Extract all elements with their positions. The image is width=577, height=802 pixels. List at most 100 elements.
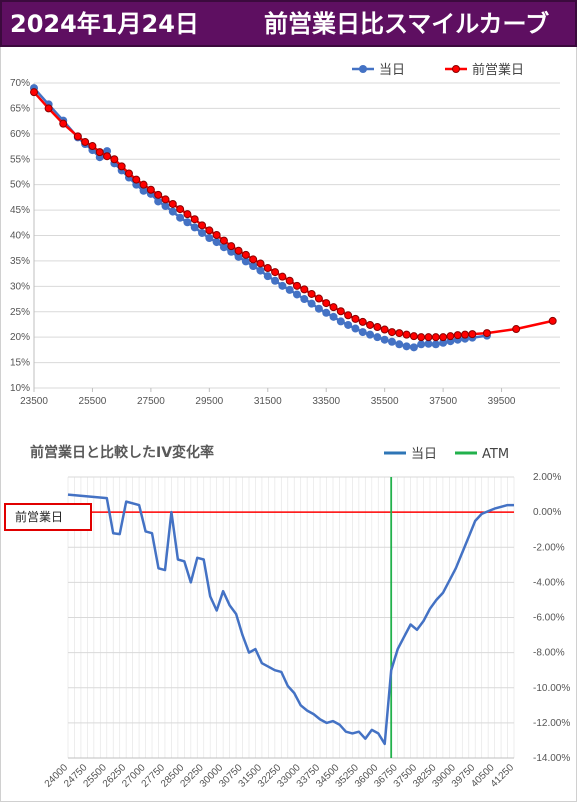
header-banner: 2024年1月24日 前営業日比スマイルカーブ [0, 0, 577, 47]
y-tick-label: 35% [10, 256, 30, 267]
series-point-previous [168, 199, 177, 208]
y-tick-label: 15% [10, 358, 30, 369]
legend-label: 当日 [411, 447, 437, 462]
x-tick-label: 41250 [489, 762, 517, 790]
y-tick-label: 10% [10, 383, 30, 394]
series-point-today [241, 257, 250, 266]
series-point-previous [468, 330, 477, 339]
y-tick-label: 65% [10, 103, 30, 114]
y-tick-label: 2.00% [533, 472, 561, 483]
series-point-previous [176, 205, 185, 214]
series-point-today [322, 308, 331, 317]
legend-label: 前営業日 [472, 62, 524, 78]
baseline-label-box: 前営業日 [4, 503, 92, 531]
y-tick-label: 60% [10, 129, 30, 140]
series-point-today [227, 247, 236, 256]
y-tick-label: -14.00% [533, 753, 570, 764]
y-tick-label: -12.00% [533, 718, 570, 729]
x-tick-label: 23500 [20, 396, 48, 407]
series-point-previous [154, 190, 163, 199]
series-point-previous [241, 250, 250, 259]
series-point-previous [219, 236, 228, 245]
series-point-today [402, 342, 411, 351]
x-tick-label: 37500 [429, 396, 457, 407]
series-point-previous [293, 281, 301, 290]
series-point-previous [322, 299, 331, 308]
series-point-previous [512, 325, 521, 334]
series-point-previous [146, 185, 155, 194]
series-point-previous [358, 317, 367, 326]
series-point-previous [300, 285, 309, 294]
header-date: 2024年1月24日 [10, 10, 199, 38]
series-point-today [387, 337, 396, 346]
legend-label: 当日 [379, 63, 405, 78]
series-point-today [190, 223, 199, 232]
series-point-previous [161, 195, 170, 204]
series-point-previous [198, 221, 207, 230]
series-point-today [395, 340, 404, 349]
series-line-today [67, 493, 514, 746]
series-point-today [168, 207, 177, 216]
iv-change-chart-title: 前営業日と比較したIV変化率 [30, 444, 214, 461]
x-tick-label: 35500 [371, 396, 399, 407]
header-title: 前営業日比スマイルカーブ [264, 10, 550, 38]
series-point-today [161, 202, 170, 211]
series-point-previous [548, 316, 557, 325]
series-point-today [285, 285, 294, 294]
series-point-today [293, 290, 301, 299]
legend-marker [452, 65, 460, 73]
y-tick-label: -2.00% [533, 542, 565, 553]
y-tick-label: 55% [10, 154, 30, 165]
series-point-today [366, 330, 375, 339]
series-point-previous [117, 162, 126, 171]
series-point-previous [278, 272, 287, 281]
series-point-previous [329, 303, 338, 312]
series-point-previous [59, 119, 68, 128]
y-tick-label: 30% [10, 281, 30, 292]
series-point-today [424, 339, 433, 348]
series-point-today [380, 335, 389, 344]
series-point-today [307, 299, 316, 308]
series-point-today [263, 272, 272, 281]
series-point-today [198, 228, 207, 237]
series-point-previous [81, 137, 90, 146]
series-point-previous [190, 215, 199, 224]
series-point-today [439, 338, 448, 347]
series-point-previous [402, 330, 411, 339]
series-point-previous [263, 264, 272, 273]
x-tick-label: 25500 [79, 396, 107, 407]
x-tick-label: 31500 [254, 396, 282, 407]
series-point-previous [44, 104, 53, 113]
series-point-today [205, 234, 214, 243]
series-point-previous [132, 175, 141, 184]
series-point-previous [395, 329, 404, 338]
series-point-today [212, 238, 221, 247]
series-point-today [314, 304, 323, 313]
series-point-today [300, 295, 309, 304]
series-point-today [373, 333, 382, 342]
series-point-previous [30, 88, 38, 97]
series-point-previous [351, 314, 360, 323]
x-tick-label: 27500 [137, 396, 165, 407]
series-point-previous [307, 289, 316, 298]
series-point-previous [73, 132, 82, 141]
series-point-previous [285, 276, 294, 285]
series-point-previous [482, 329, 491, 338]
y-tick-label: 45% [10, 205, 30, 216]
series-point-previous [139, 180, 148, 189]
y-tick-label: -8.00% [533, 648, 565, 659]
legend-marker [359, 65, 367, 73]
y-tick-label: 20% [10, 332, 30, 343]
series-point-previous [373, 323, 382, 331]
legend-label: ATM [482, 447, 509, 462]
series-point-today [154, 197, 163, 206]
series-point-today [431, 340, 440, 349]
series-point-previous [366, 320, 375, 329]
series-point-previous [103, 152, 112, 161]
series-point-previous [124, 169, 133, 178]
y-tick-label: -10.00% [533, 683, 570, 694]
series-point-today [329, 312, 338, 321]
x-tick-label: 39500 [488, 396, 516, 407]
series-point-previous [110, 155, 119, 164]
